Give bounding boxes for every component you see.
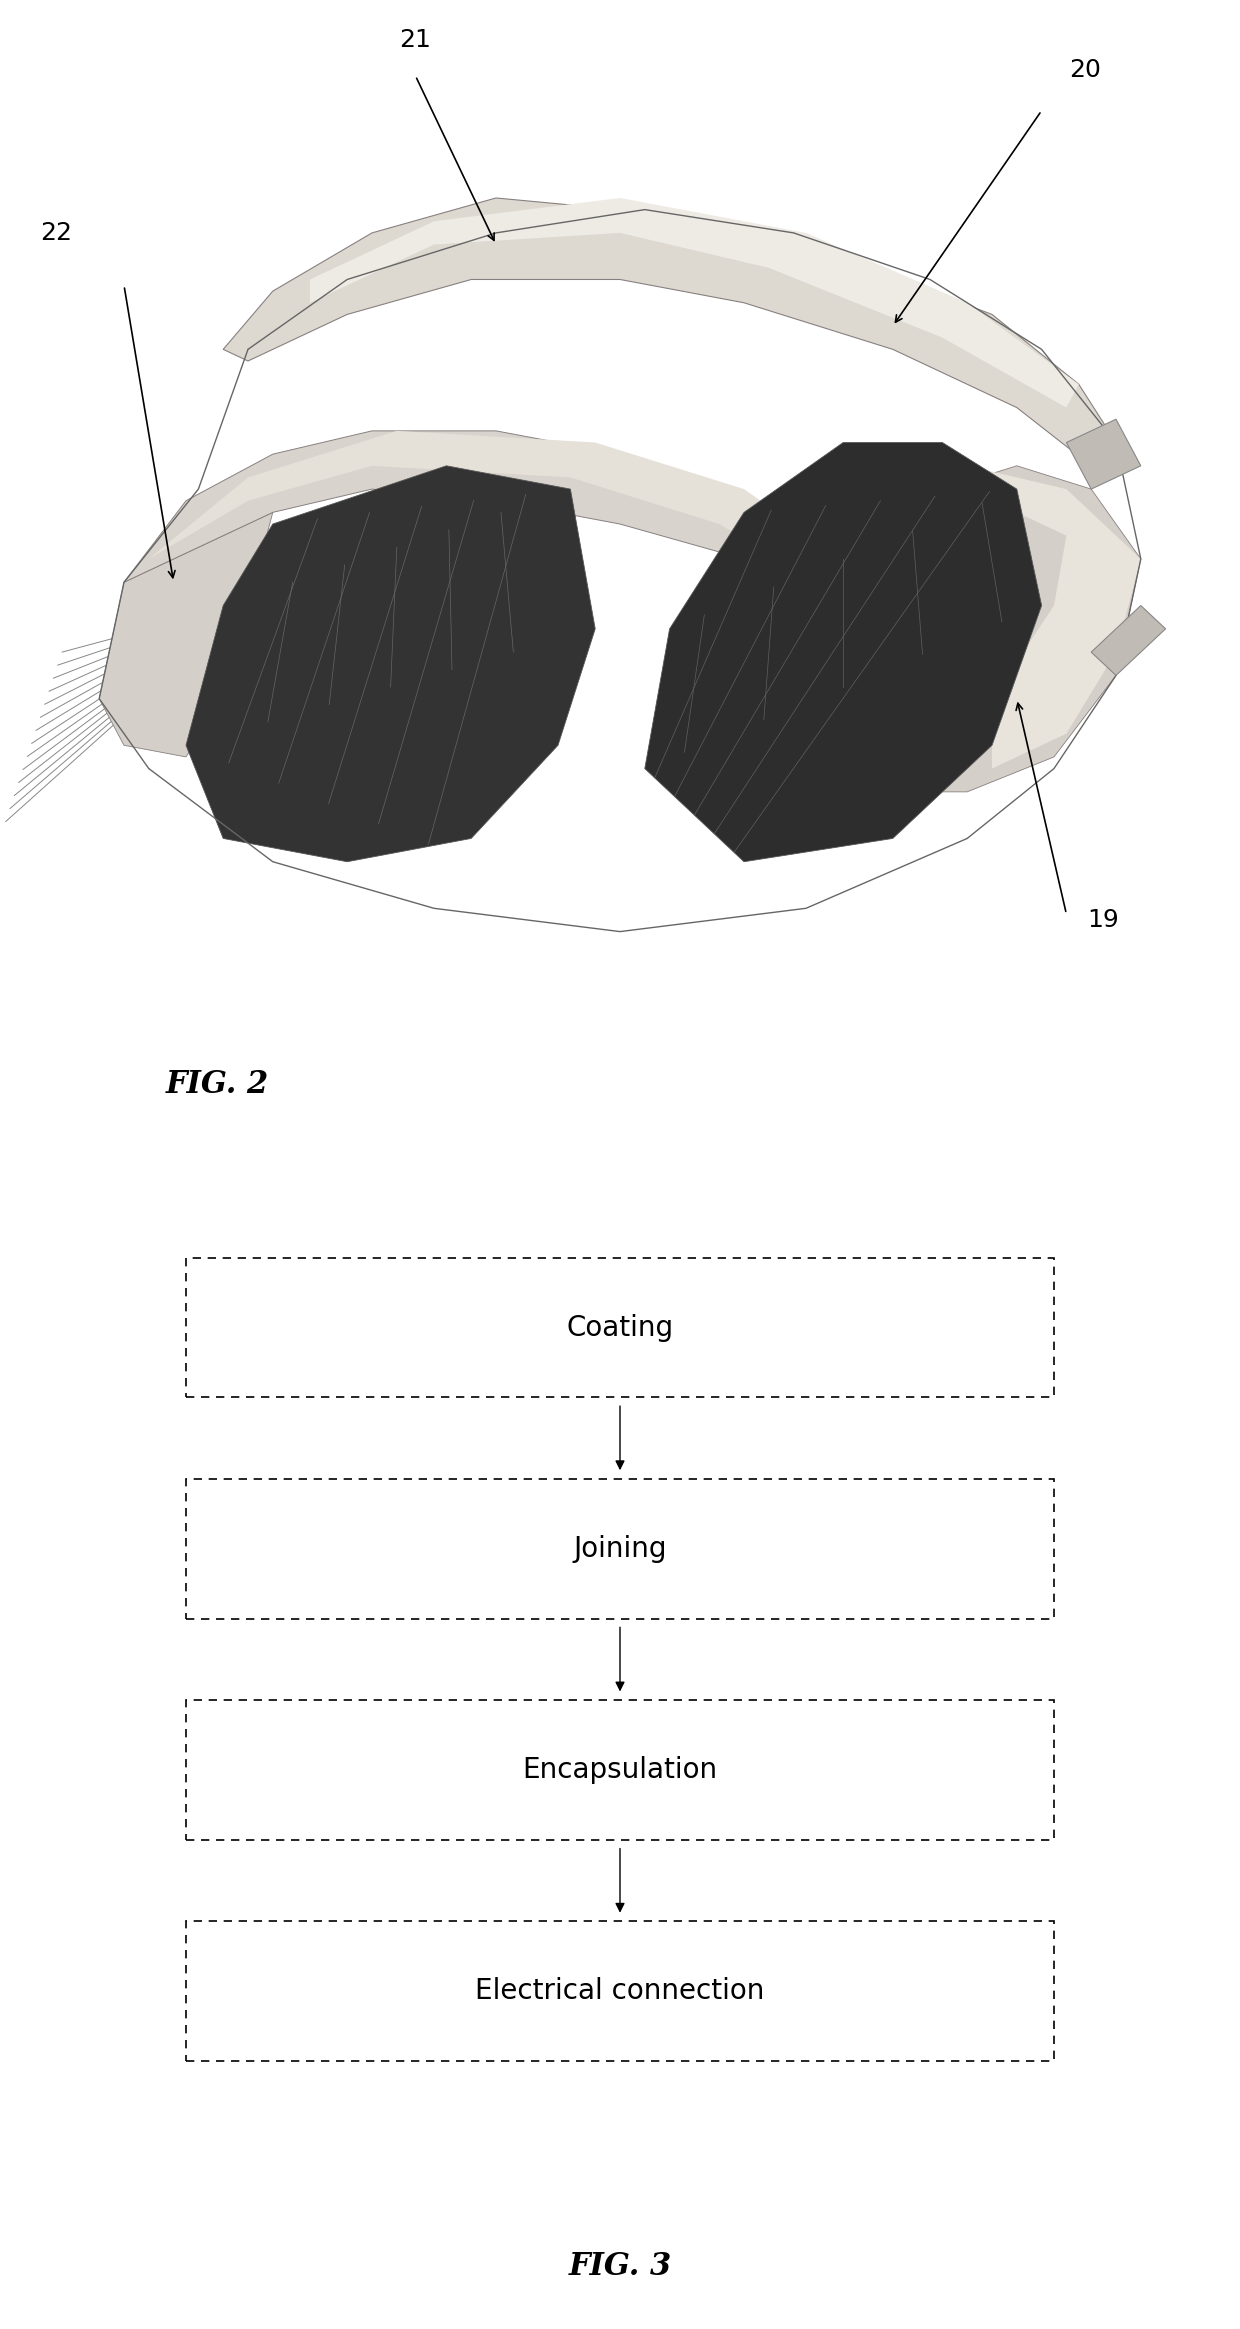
Text: FIG. 3: FIG. 3 — [568, 2252, 672, 2282]
Bar — [186, 1479, 1054, 1619]
Polygon shape — [99, 512, 273, 757]
Text: FIG. 2: FIG. 2 — [165, 1069, 269, 1102]
Text: Coating: Coating — [567, 1314, 673, 1342]
Polygon shape — [186, 466, 595, 862]
Bar — [186, 1258, 1054, 1397]
Polygon shape — [967, 466, 1141, 769]
Text: 19: 19 — [1087, 908, 1120, 932]
Polygon shape — [124, 431, 868, 582]
Text: 21: 21 — [399, 28, 432, 51]
Polygon shape — [843, 466, 1141, 792]
Bar — [186, 1921, 1054, 2061]
Polygon shape — [1066, 419, 1141, 489]
Polygon shape — [645, 443, 1042, 862]
Text: Joining: Joining — [573, 1535, 667, 1563]
Polygon shape — [1091, 606, 1166, 675]
Bar — [186, 1700, 1054, 1840]
Text: 22: 22 — [40, 221, 72, 245]
Polygon shape — [149, 431, 843, 582]
Polygon shape — [223, 198, 1116, 466]
Polygon shape — [310, 198, 1079, 408]
Text: 20: 20 — [1069, 58, 1101, 82]
Text: Electrical connection: Electrical connection — [475, 1977, 765, 2005]
Text: Encapsulation: Encapsulation — [522, 1756, 718, 1784]
